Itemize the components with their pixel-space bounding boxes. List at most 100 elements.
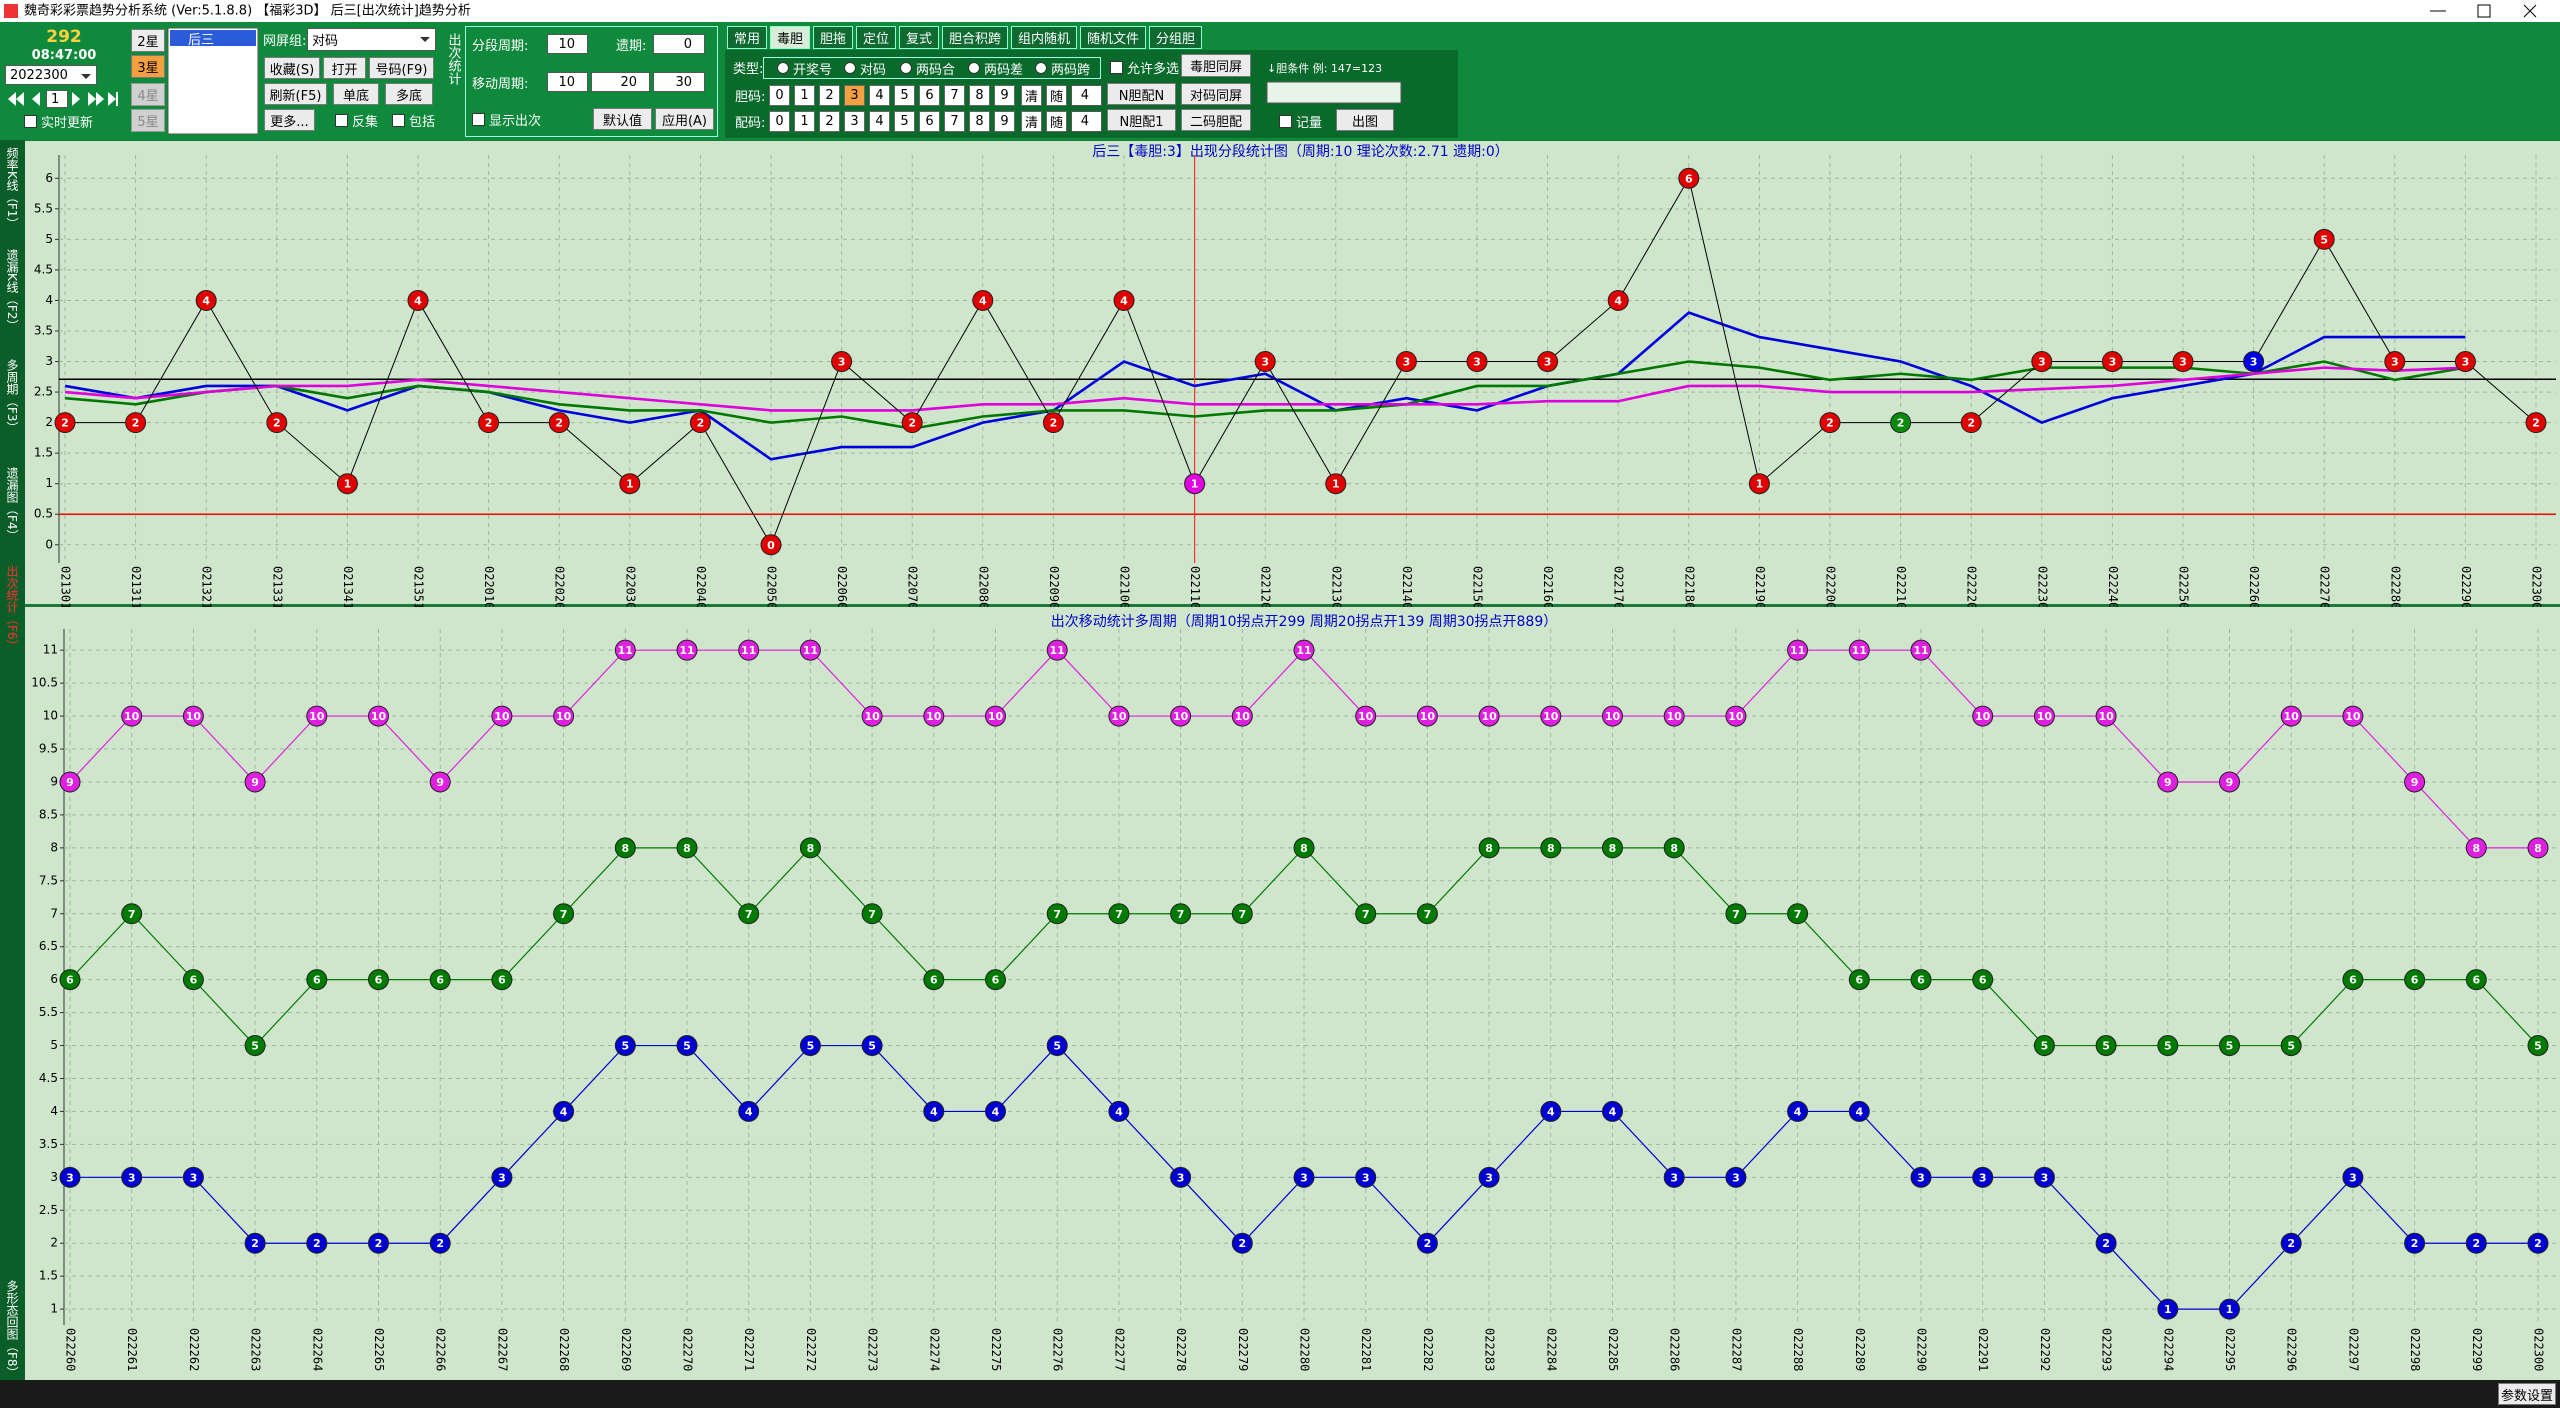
condition-input[interactable] (1266, 81, 1402, 104)
point-label: 2 (2534, 1237, 2542, 1250)
button[interactable]: 2星 (131, 29, 165, 52)
dig[interactable]: 6 (919, 85, 940, 106)
dig[interactable]: 随 (1046, 111, 1067, 132)
rad[interactable]: 两码差 (968, 59, 1033, 78)
dig[interactable]: 2 (819, 85, 840, 106)
y-tick-label: 0 (45, 537, 53, 551)
dig[interactable]: 5 (894, 111, 915, 132)
point-label: 7 (1424, 908, 1432, 921)
side[interactable]: 多周期（F3） (5, 358, 19, 434)
point (306, 969, 328, 991)
chk[interactable]: 反集 (335, 111, 390, 130)
point (1540, 1100, 1562, 1122)
spin[interactable]: 0 (653, 34, 705, 54)
button[interactable]: 对码同屏 (1181, 83, 1251, 105)
dig[interactable]: 0 (769, 111, 790, 132)
side[interactable]: 多形态回图（F8） (5, 1280, 19, 1379)
dig[interactable]: 5 (894, 85, 915, 106)
rad[interactable]: 对码 (844, 59, 909, 78)
chk[interactable]: 允许多选 (1110, 58, 1190, 77)
dig[interactable]: 清 (1021, 85, 1042, 106)
spin[interactable]: 4 (1071, 111, 1102, 132)
button[interactable]: 3星 (131, 55, 165, 78)
dig[interactable]: 9 (994, 85, 1015, 106)
rad[interactable]: 两码合 (900, 59, 965, 78)
point-label: 6 (2472, 974, 2480, 987)
button[interactable]: 单底 (333, 83, 379, 105)
button[interactable]: 组内随机 (1011, 26, 1077, 49)
point (923, 705, 945, 727)
button[interactable]: 随机文件 (1080, 26, 1146, 49)
side[interactable]: 频率K线（F1） (5, 147, 19, 230)
dig[interactable]: 4 (869, 111, 890, 132)
button[interactable]: N胆配N (1107, 83, 1176, 105)
box[interactable]: 1 (46, 90, 68, 108)
close-button[interactable] (2523, 4, 2537, 18)
point-label: 3 (1917, 1171, 1925, 1184)
side[interactable]: 遗漏图（F4） (5, 467, 19, 542)
dig[interactable]: 随 (1046, 85, 1067, 106)
button[interactable]: 胆拖 (813, 26, 853, 49)
spin[interactable]: 20 (591, 72, 650, 92)
combo[interactable]: 对码 (307, 28, 436, 51)
chk[interactable]: 记量 (1279, 112, 1334, 131)
button[interactable]: 应用(A) (655, 108, 714, 130)
point-label: 3 (2250, 356, 2258, 369)
button[interactable]: 4星 (131, 83, 165, 106)
spin[interactable]: 10 (547, 72, 588, 92)
dig-on[interactable]: 3 (844, 85, 865, 106)
point-label: 4 (979, 294, 987, 307)
button[interactable]: 打开 (323, 57, 366, 79)
button[interactable]: 分组胆 (1149, 26, 1202, 49)
dig[interactable]: 3 (844, 111, 865, 132)
dig[interactable]: 4 (869, 85, 890, 106)
side[interactable]: 遗漏K线（F2） (5, 248, 19, 332)
dig[interactable]: 清 (1021, 111, 1042, 132)
point (1042, 412, 1064, 434)
button[interactable]: 胆合积跨 (942, 26, 1008, 49)
restore-button[interactable] (2477, 4, 2491, 18)
button[interactable]: 默认值 (593, 108, 652, 130)
x-tick-label: 022265 (372, 1328, 386, 1371)
chk[interactable]: 实时更新 (24, 112, 119, 131)
spin[interactable]: 10 (547, 34, 588, 54)
dig[interactable]: 9 (994, 111, 1015, 132)
spin[interactable]: 4 (1071, 85, 1102, 106)
button[interactable]: N胆配1 (1107, 109, 1176, 131)
spin[interactable]: 30 (653, 72, 705, 92)
combo[interactable]: 2022300 (5, 65, 97, 85)
button[interactable]: 多底 (385, 83, 433, 105)
button[interactable]: 收藏(S) (264, 57, 320, 79)
dig[interactable]: 8 (969, 85, 990, 106)
dig[interactable]: 7 (944, 85, 965, 106)
button[interactable]: 号码(F9) (369, 57, 434, 79)
button[interactable]: 定位 (856, 26, 896, 49)
button[interactable]: 毒胆 (770, 26, 810, 49)
chk[interactable]: 显示出次 (472, 110, 572, 129)
button[interactable]: 参数设置 (2498, 1383, 2556, 1405)
button[interactable]: 毒胆同屏 (1181, 54, 1251, 77)
dig[interactable]: 2 (819, 111, 840, 132)
button[interactable]: 二码胆配 (1181, 109, 1251, 131)
button[interactable]: 出图 (1336, 109, 1394, 131)
side-on[interactable]: 出次统计（F6） (5, 564, 19, 652)
dig[interactable]: 1 (794, 85, 815, 106)
dig[interactable]: 7 (944, 111, 965, 132)
dig[interactable]: 8 (969, 111, 990, 132)
lbl: 移动周期: (472, 76, 529, 92)
rad[interactable]: 两码跨 (1035, 59, 1100, 78)
dig[interactable]: 0 (769, 85, 790, 106)
dig[interactable]: 6 (919, 111, 940, 132)
chk[interactable]: 包括 (392, 111, 447, 130)
button[interactable]: 更多... (264, 109, 315, 131)
button[interactable]: 刷新(F5) (264, 83, 327, 105)
point (491, 969, 513, 991)
y-tick-label: 3 (50, 1170, 58, 1184)
nav-buttons[interactable] (8, 92, 118, 106)
point-label: 10 (1605, 710, 1621, 723)
button[interactable]: 常用 (727, 26, 767, 49)
dig[interactable]: 1 (794, 111, 815, 132)
rad[interactable]: 开奖号 (777, 59, 842, 78)
button[interactable]: 复式 (899, 26, 939, 49)
button[interactable]: 5星 (131, 109, 165, 132)
